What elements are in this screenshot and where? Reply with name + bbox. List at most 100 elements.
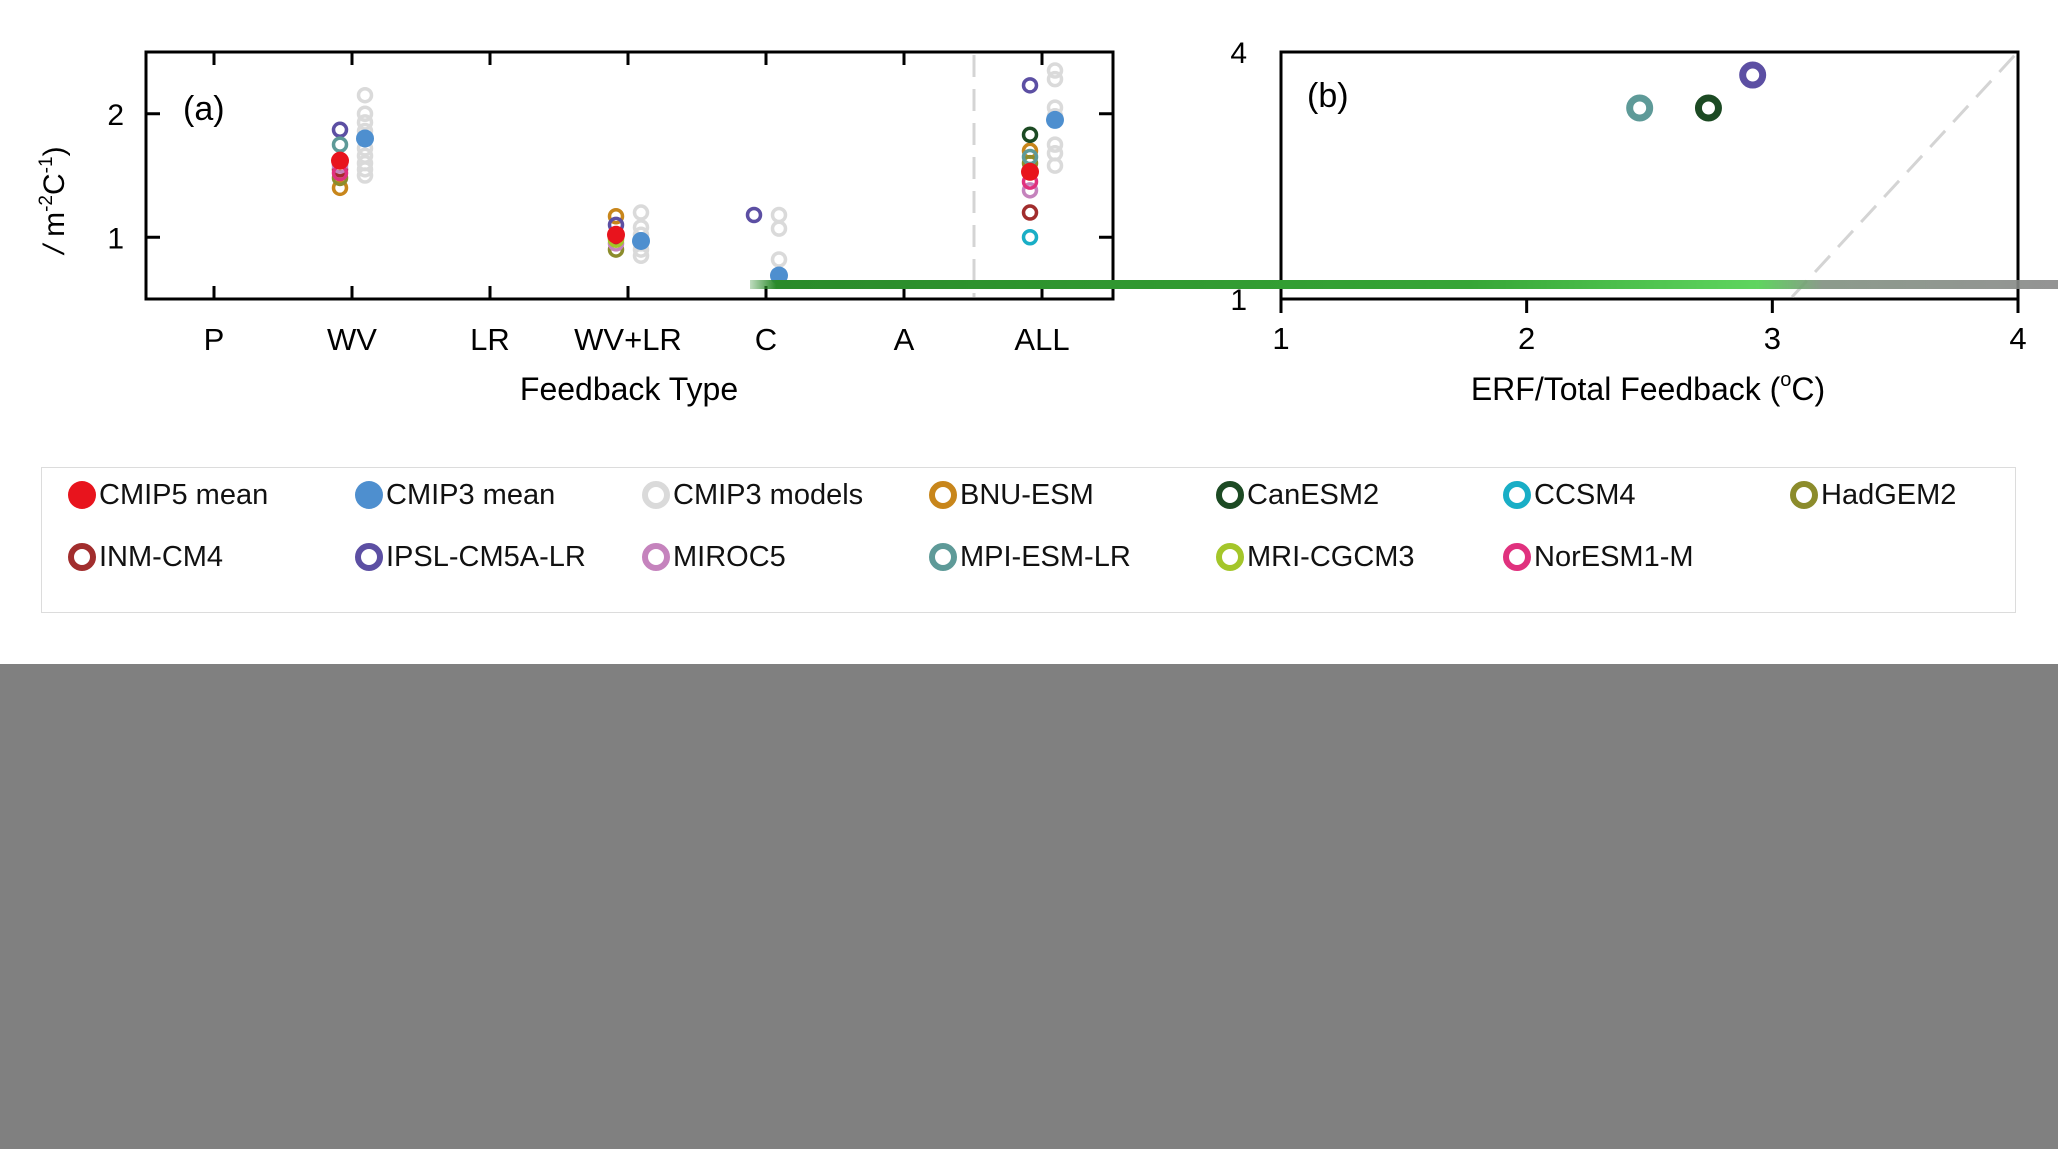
legend-marker <box>1503 481 1531 509</box>
legend-label: HadGEM2 <box>1821 478 1957 511</box>
legend-item: BNU-ESM <box>929 477 1094 513</box>
panel-b-xticks: 1 2 3 4 <box>1272 299 2027 356</box>
panel-b-xtick-label: 1 <box>1272 321 1289 356</box>
panel-b-reference-line <box>1790 53 2017 299</box>
legend-label: BNU-ESM <box>960 478 1094 511</box>
legend-item: CMIP5 mean <box>68 477 268 513</box>
panel-b-xtick-label: 4 <box>2009 321 2026 356</box>
legend-label: MIROC5 <box>673 540 786 573</box>
legend-item: MPI-ESM-LR <box>929 539 1131 575</box>
point-cmip3-mean <box>632 231 650 250</box>
legend-marker <box>642 543 670 571</box>
panel-b-frame <box>1279 50 2020 301</box>
overlay-streak <box>750 280 2058 289</box>
point-ipsl-cm5a-lr <box>331 121 349 139</box>
gray-background <box>0 664 2058 1149</box>
panel-a-label: (a) <box>183 90 225 128</box>
panel-b-xtick-label: 2 <box>1518 321 1535 356</box>
legend-item: CCSM4 <box>1503 477 1636 513</box>
point-cmip3-models <box>356 114 374 131</box>
point-cmip3-models <box>1046 70 1064 88</box>
panel-a-xtick-label: WV <box>327 322 377 357</box>
legend-item: MRI-CGCM3 <box>1216 539 1415 575</box>
panel-a-ylabel-text: / m-2C-1) <box>36 146 71 255</box>
legend-item: CanESM2 <box>1216 477 1379 513</box>
point-cmip3-models <box>1046 157 1064 174</box>
point-cmip3-models <box>770 206 788 224</box>
point-canesm2 <box>1694 94 1722 122</box>
point-ipsl-cm5a-lr <box>1739 61 1767 89</box>
panel-b-label: (b) <box>1307 77 1349 115</box>
point-cmip5-mean <box>331 151 349 170</box>
point-cmip3-models <box>770 251 788 268</box>
legend-item: NorESM1-M <box>1503 539 1694 575</box>
panel-a-xlabel: Feedback Type <box>520 371 738 407</box>
panel-a: (a) Feedback Type 12 P WV LR WV+LR C A ALL / m… <box>36 50 1115 407</box>
legend-item: INM-CM4 <box>68 539 223 575</box>
panel-b-yticks: 14 <box>1230 37 1247 317</box>
panel-b-ytick-label: 1 <box>1230 284 1247 317</box>
point-cmip3-models <box>356 161 374 178</box>
legend-marker <box>642 481 670 509</box>
panel-a-points <box>331 62 1064 285</box>
legend: CMIP5 mean CMIP3 mean CMIP3 models BNU-ESM C… <box>41 467 2016 613</box>
point-ipsl-cm5a-lr <box>1021 77 1039 94</box>
point-cmip3-models <box>356 105 374 122</box>
point-cmip3-models <box>356 86 374 104</box>
point-cmip5-mean <box>607 225 625 244</box>
panel-b-points <box>1626 61 1767 122</box>
legend-label: INM-CM4 <box>99 540 224 573</box>
panel-b-xlabel: ERF/Total Feedback (oC) <box>1471 369 1825 407</box>
point-ccsm4 <box>1021 229 1039 246</box>
panel-a-xtick-label: ALL <box>1014 322 1069 357</box>
legend-label: NorESM1-M <box>1534 540 1694 573</box>
point-cmip3-models <box>356 167 374 184</box>
point-miroc5 <box>1021 182 1039 199</box>
panel-a-ylabel: / m-2C-1) <box>36 146 71 255</box>
point-ipsl-cm5a-lr <box>745 206 763 224</box>
point-bnu-esm <box>331 179 349 197</box>
point-cmip3-models <box>770 220 788 237</box>
point-cmip3-models <box>1046 136 1064 153</box>
legend-marker <box>68 543 96 571</box>
legend-marker <box>68 481 96 509</box>
point-inm-cm4 <box>1021 204 1039 221</box>
legend-marker <box>1216 481 1244 509</box>
legend-marker <box>355 481 383 509</box>
legend-item: MIROC5 <box>642 539 786 575</box>
point-cmip3-mean <box>1046 110 1064 129</box>
panel-a-ytick-label: 2 <box>107 99 124 132</box>
panel-a-xtick-label: A <box>894 322 915 357</box>
legend-label: CMIP5 mean <box>99 478 269 511</box>
point-mpi-esm-lr <box>1626 94 1654 122</box>
legend-label: MRI-CGCM3 <box>1247 540 1415 573</box>
panel-a-xtick-label: C <box>755 322 777 357</box>
point-mpi-esm-lr <box>331 136 349 153</box>
panel-a-xticks: P WV LR WV+LR C A ALL <box>204 52 1070 357</box>
point-cmip3-models <box>1046 62 1064 79</box>
legend-marker <box>929 543 957 571</box>
panel-a-xtick-label: WV+LR <box>574 322 682 357</box>
panel-a-ytick-label: 1 <box>107 222 124 255</box>
legend-marker <box>929 481 957 509</box>
point-cmip5-mean <box>1021 162 1039 181</box>
figure-svg: (a) Feedback Type 12 P WV LR WV+LR C A ALL / m… <box>36 37 2058 407</box>
legend-item: HadGEM2 <box>1790 477 1956 513</box>
legend-marker <box>1790 481 1818 509</box>
legend-label: IPSL-CM5A-LR <box>386 540 586 573</box>
panel-a-frame <box>144 50 1115 301</box>
legend-marker <box>1216 543 1244 571</box>
legend-item: CMIP3 models <box>642 477 863 513</box>
legend-label: CanESM2 <box>1247 478 1380 511</box>
legend-label: CMIP3 models <box>673 478 864 511</box>
panel-a-yticks: 12 <box>107 99 1113 255</box>
point-canesm2 <box>1021 126 1039 143</box>
point-cmip3-mean <box>356 129 374 148</box>
panel-b-ytick-label: 4 <box>1230 37 1247 70</box>
panel-a-xtick-label: LR <box>470 322 510 357</box>
legend-marker <box>1503 543 1531 571</box>
point-bnu-esm <box>607 208 625 225</box>
point-cmip3-models <box>632 204 650 221</box>
